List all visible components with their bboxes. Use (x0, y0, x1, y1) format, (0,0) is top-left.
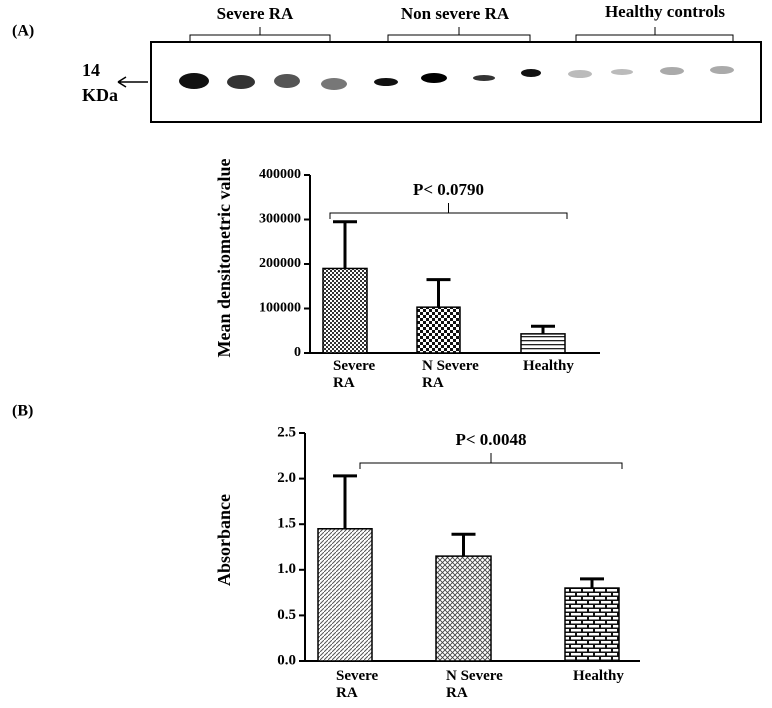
y-tick-label: 1.5 (277, 516, 296, 532)
error-bar (333, 220, 357, 269)
significance-bracket (359, 453, 623, 469)
bar (322, 267, 368, 354)
y-axis-label: Absorbance (214, 494, 234, 586)
bar (564, 587, 620, 662)
group-label: Healthy controls (605, 2, 725, 21)
marker-value: 14 (82, 60, 100, 80)
error-bar (426, 278, 451, 308)
y-tick-label: 0.0 (277, 652, 296, 668)
bar (317, 528, 373, 662)
x-tick-label: Severe RA (336, 668, 379, 701)
x-tick-label: Healthy (523, 358, 574, 374)
group-label: Severe RA (217, 4, 294, 23)
group-label: Non severe RA (401, 4, 510, 23)
y-tick-label: 200000 (259, 256, 301, 271)
marker-arrow (117, 76, 148, 88)
annotation: P< 0.0790 (413, 180, 484, 199)
y-tick-label: 0.5 (277, 607, 296, 623)
x-tick-label: N Severe RA (446, 668, 503, 701)
y-tick-label: 2.0 (277, 470, 296, 486)
error-bar (531, 324, 555, 334)
bar (435, 555, 492, 662)
y-tick-label: 0 (294, 345, 301, 360)
x-tick-label: Healthy (573, 668, 624, 684)
error-bar (451, 532, 476, 557)
x-tick-label: N Severe RA (422, 358, 479, 391)
y-tick-label: 300000 (259, 212, 301, 227)
panel-label: (B) (12, 403, 33, 420)
annotation: P< 0.0048 (455, 430, 526, 449)
y-axis-label: Mean densitometric value (214, 159, 234, 358)
bar (416, 306, 461, 354)
panel-label: (A) (12, 23, 34, 40)
significance-bracket (329, 203, 568, 219)
y-tick-label: 1.0 (277, 561, 296, 577)
blot-bands (179, 66, 734, 90)
bar (520, 333, 566, 354)
y-tick-label: 100000 (259, 301, 301, 316)
group-brackets (189, 27, 734, 42)
error-bar (333, 474, 357, 529)
y-tick-label: 400000 (259, 167, 301, 182)
x-tick-label: Severe RA (333, 358, 376, 391)
error-bar (580, 577, 604, 589)
y-tick-label: 2.5 (277, 424, 296, 440)
marker-unit: KDa (82, 85, 118, 105)
